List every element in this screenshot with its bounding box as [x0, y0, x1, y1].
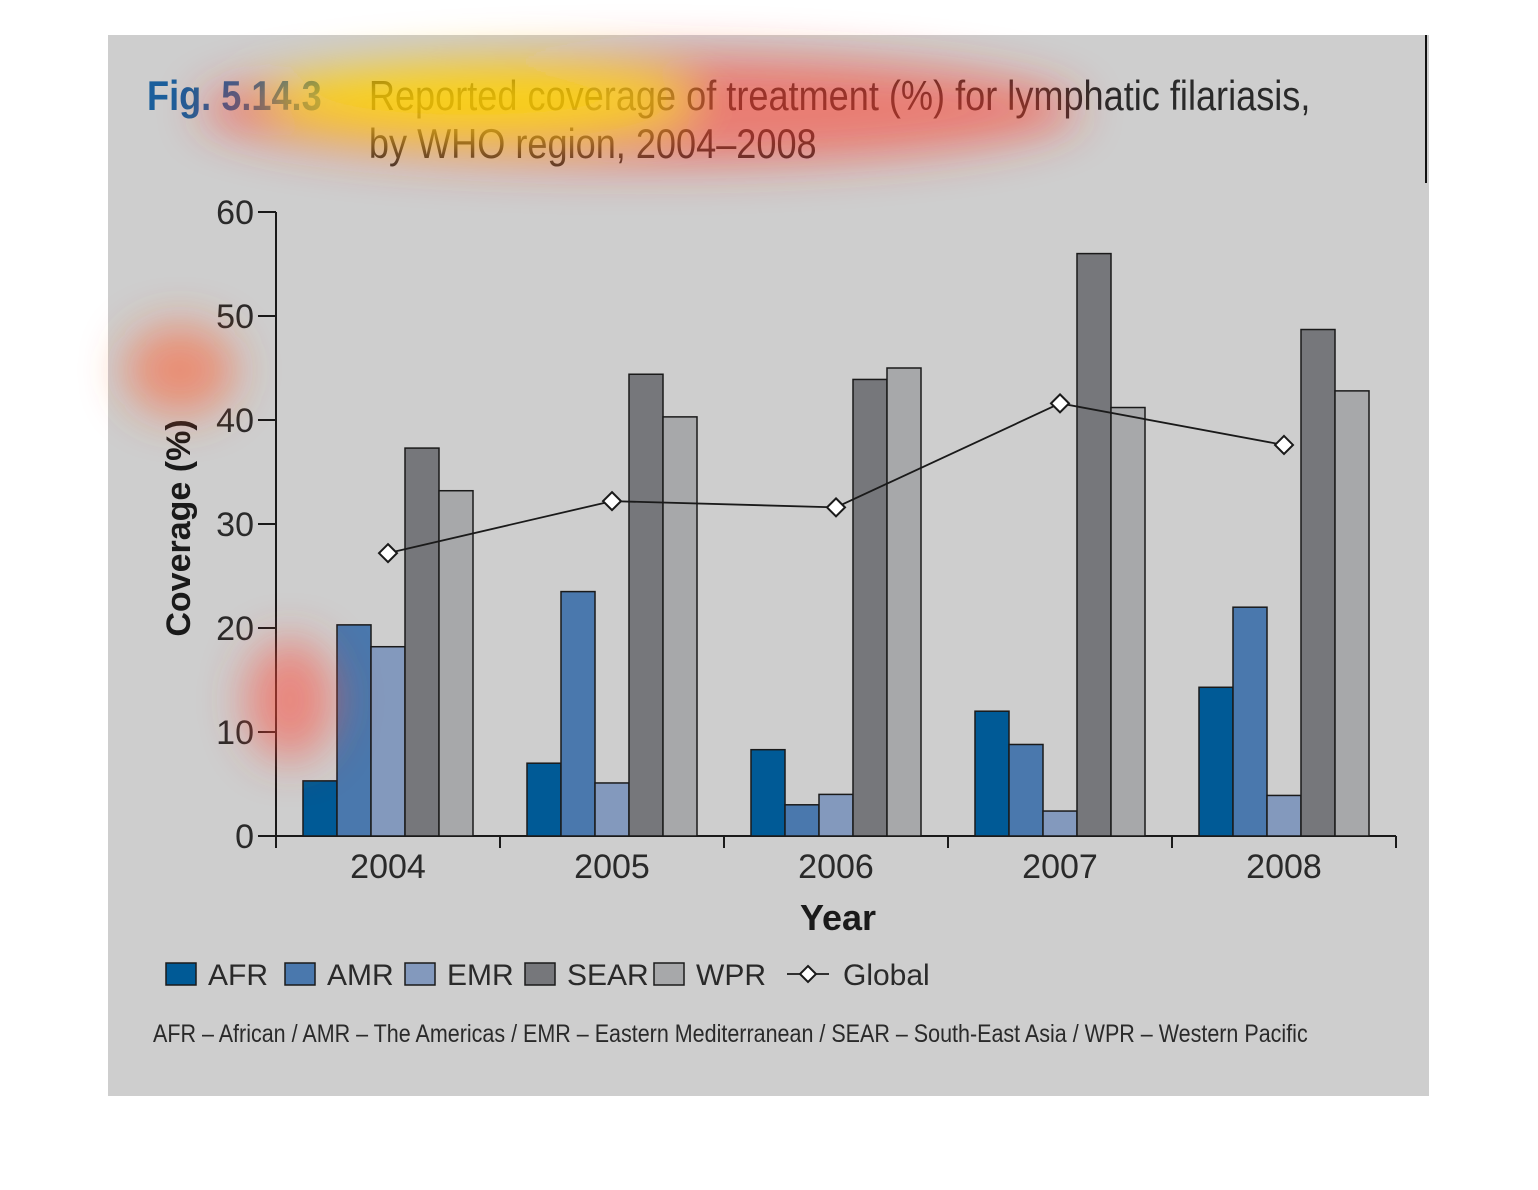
y-tick-label: 20 — [216, 610, 254, 648]
bar-emr-2005 — [594, 782, 630, 837]
legend-label-wpr: WPR — [696, 959, 766, 992]
bar-emr-2006 — [818, 793, 854, 837]
bar-emr-2004 — [370, 645, 406, 837]
legend-swatch-amr — [284, 962, 316, 986]
legend-marker-global — [798, 964, 818, 984]
global-point-2008 — [1273, 434, 1295, 456]
bar-wpr-2006 — [886, 367, 922, 837]
bar-amr-2004 — [336, 624, 372, 837]
bar-afr-2006 — [750, 748, 786, 837]
global-series-line — [387, 402, 1285, 554]
bar-sear-2006 — [852, 378, 888, 837]
bar-wpr-2005 — [662, 416, 698, 837]
global-point-2005 — [601, 490, 623, 512]
bar-emr-2008 — [1266, 794, 1302, 837]
x-tick-label: 2007 — [1022, 848, 1098, 886]
bar-sear-2008 — [1300, 328, 1336, 837]
legend-swatch-sear — [524, 962, 556, 986]
legend-swatch-emr — [404, 962, 436, 986]
bar-wpr-2008 — [1334, 390, 1370, 837]
y-tick-label: 40 — [216, 402, 254, 440]
legend-label-afr: AFR — [208, 959, 268, 992]
bar-sear-2004 — [404, 447, 440, 837]
bar-amr-2008 — [1232, 606, 1268, 837]
bar-amr-2007 — [1008, 743, 1044, 837]
x-axis-label: Year — [800, 897, 876, 938]
bar-emr-2007 — [1042, 810, 1078, 837]
legend-label-global: Global — [843, 959, 930, 992]
global-point-2007 — [1049, 392, 1071, 414]
bar-afr-2007 — [974, 710, 1010, 837]
x-tick-label: 2005 — [574, 848, 650, 886]
y-tick-label: 50 — [216, 298, 254, 336]
legend-label-sear: SEAR — [567, 959, 649, 992]
y-tick-label: 60 — [216, 194, 254, 232]
bar-wpr-2004 — [438, 489, 474, 837]
x-axis: 2004 2005 2006 2007 2008 — [275, 835, 1397, 886]
bar-afr-2004 — [302, 780, 338, 837]
bar-sear-2007 — [1076, 252, 1112, 837]
global-line — [377, 392, 1295, 564]
edge-line — [1425, 35, 1427, 183]
bar-afr-2005 — [526, 762, 562, 837]
y-tick-label: 30 — [216, 506, 254, 544]
bar-amr-2005 — [560, 590, 596, 837]
figure-panel — [108, 35, 1429, 1096]
bar-amr-2006 — [784, 804, 820, 837]
x-tick-label: 2006 — [798, 848, 874, 886]
y-axis-label: Coverage (%) — [160, 419, 198, 636]
global-point-2004 — [377, 542, 399, 564]
y-tick-label: 10 — [216, 714, 254, 752]
x-tick-label: 2004 — [350, 848, 426, 886]
legend-label-amr: AMR — [327, 959, 394, 992]
bar-sear-2005 — [628, 373, 664, 837]
legend-label-emr: EMR — [447, 959, 514, 992]
x-tick-label: 2008 — [1246, 848, 1322, 886]
bar-wpr-2007 — [1110, 406, 1146, 837]
y-tick-label: 0 — [235, 818, 254, 856]
y-axis: 0 10 20 30 40 50 60 — [216, 194, 277, 856]
bars — [302, 252, 1370, 837]
footnote: AFR – African / AMR – The Americas / EMR… — [153, 1020, 1308, 1048]
legend-swatch-wpr — [653, 962, 685, 986]
legend-swatch-afr — [165, 962, 197, 986]
bar-afr-2008 — [1198, 686, 1234, 837]
legend: AFR AMR EMR SEAR WPR Global — [165, 959, 930, 992]
global-point-2006 — [825, 496, 847, 518]
